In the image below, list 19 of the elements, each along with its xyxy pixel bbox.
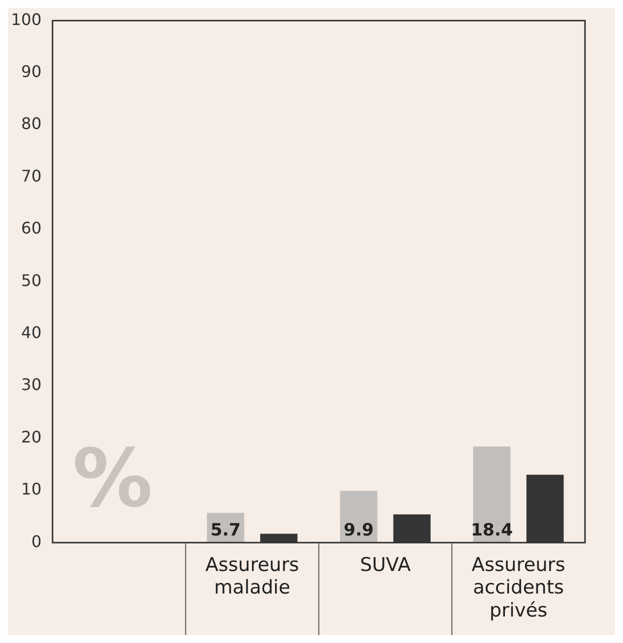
y-tick-label: 70 bbox=[21, 166, 42, 186]
y-tick-label: 50 bbox=[21, 270, 42, 290]
y-tick-label: 10 bbox=[21, 480, 42, 499]
y-axis-title: % bbox=[72, 432, 153, 526]
x-tick-label: Assureurs accidents privés bbox=[472, 554, 566, 622]
x-tick-label: Assureurs maladie bbox=[205, 554, 300, 599]
data-label: 18.4 bbox=[470, 520, 513, 541]
y-tick-label: 20 bbox=[21, 427, 42, 446]
bar bbox=[473, 446, 510, 543]
data-label: 5.7 bbox=[210, 520, 241, 541]
y-tick-label: 40 bbox=[21, 322, 42, 342]
data-label: 9.9 bbox=[344, 520, 374, 541]
y-tick-label: 30 bbox=[21, 375, 42, 394]
y-tick-label: 80 bbox=[21, 114, 42, 134]
y-tick-label: 0 bbox=[31, 532, 42, 551]
y-tick-label: 60 bbox=[21, 218, 42, 238]
x-tick-label: SUVA bbox=[360, 554, 411, 576]
y-tick-label: 100 bbox=[10, 10, 42, 29]
y-tick-label: 90 bbox=[21, 62, 42, 81]
